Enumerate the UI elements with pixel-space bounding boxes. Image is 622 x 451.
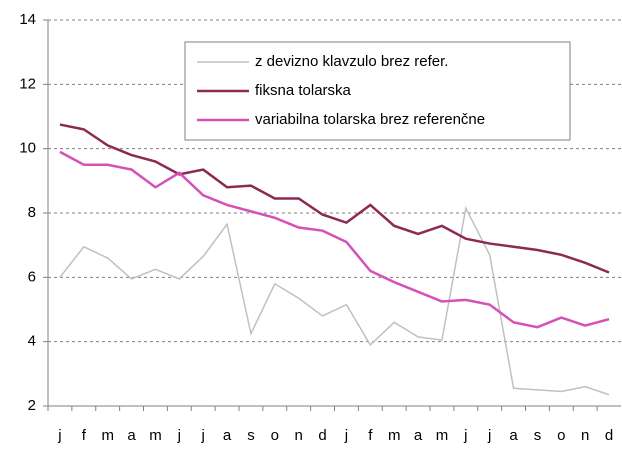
x-tick-label: a (223, 427, 232, 444)
x-tick-label: a (414, 427, 423, 444)
series-line (59, 205, 610, 396)
y-tick-label: 12 (19, 75, 36, 92)
x-tick-label: o (271, 427, 279, 444)
x-tick-label: f (82, 427, 87, 444)
x-tick-label: o (557, 427, 565, 444)
legend-label: fiksna tolarska (255, 82, 352, 99)
x-tick-label: m (101, 427, 114, 444)
y-tick-label: 8 (28, 204, 36, 221)
x-tick-label: f (368, 427, 373, 444)
x-tick-label: a (127, 427, 136, 444)
x-tick-label: j (463, 427, 467, 444)
y-tick-label: 2 (28, 397, 36, 414)
x-tick-label: j (487, 427, 491, 444)
series-line (59, 123, 610, 274)
x-tick-label: s (247, 427, 255, 444)
x-tick-label: m (388, 427, 401, 444)
x-tick-label: d (318, 427, 326, 444)
x-tick-label: d (605, 427, 613, 444)
y-tick-label: 14 (19, 11, 36, 28)
x-tick-label: m (436, 427, 449, 444)
x-tick-label: j (57, 427, 61, 444)
x-tick-label: m (149, 427, 162, 444)
y-tick-label: 10 (19, 140, 36, 157)
legend-box (184, 41, 571, 141)
legend-label: z devizno klavzulo brez refer. (255, 53, 448, 70)
x-tick-label: s (534, 427, 542, 444)
x-tick-label: a (509, 427, 518, 444)
y-tick-label: 4 (28, 333, 36, 350)
x-tick-label: j (344, 427, 348, 444)
legend-label: variabilna tolarska brez referenčne (255, 111, 485, 128)
x-tick-label: n (581, 427, 589, 444)
series-line (59, 150, 610, 329)
x-tick-label: j (201, 427, 205, 444)
x-tick-label: j (177, 427, 181, 444)
y-tick-label: 6 (28, 268, 36, 285)
x-tick-label: n (295, 427, 303, 444)
